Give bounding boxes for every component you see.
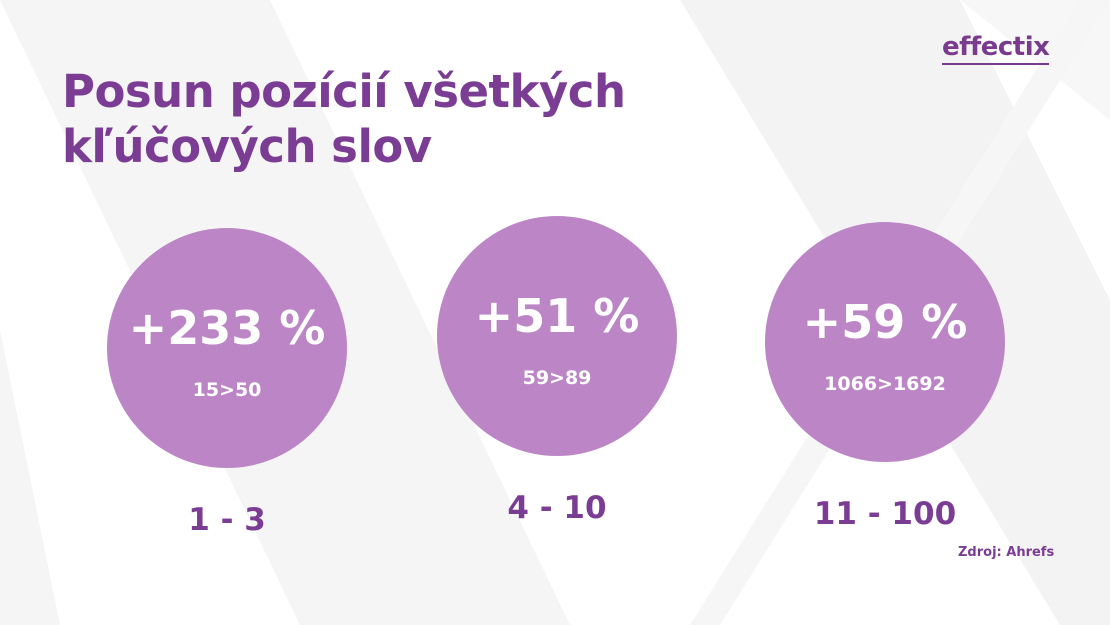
stat-1-3: +233 % 15>50 1 - 3 bbox=[107, 228, 347, 538]
title-line-2: kľúčových slov bbox=[62, 120, 432, 173]
stat-percent: +51 % bbox=[474, 289, 640, 343]
stat-range: 4 - 10 bbox=[507, 490, 607, 526]
stat-4-10: +51 % 59>89 4 - 10 bbox=[437, 216, 677, 526]
stat-percent: +59 % bbox=[802, 295, 968, 349]
stat-change: 59>89 bbox=[522, 367, 592, 389]
stat-range: 11 - 100 bbox=[813, 496, 957, 532]
stat-percent: +233 % bbox=[128, 301, 326, 355]
title-line-1: Posun pozícií všetkých bbox=[62, 65, 626, 118]
stat-change: 15>50 bbox=[192, 379, 262, 401]
source-note: Zdroj: Ahrefs bbox=[958, 545, 1055, 560]
stat-circle: +51 % 59>89 bbox=[437, 216, 677, 456]
stat-range: 1 - 3 bbox=[188, 502, 266, 538]
page-title: Posun pozícií všetkých kľúčových slov bbox=[62, 64, 762, 174]
stat-change: 1066>1692 bbox=[824, 373, 946, 395]
stat-circle: +233 % 15>50 bbox=[107, 228, 347, 468]
stat-11-100: +59 % 1066>1692 11 - 100 bbox=[765, 222, 1005, 532]
effectix-logo: effectix bbox=[942, 32, 1050, 65]
stat-circle: +59 % 1066>1692 bbox=[765, 222, 1005, 462]
